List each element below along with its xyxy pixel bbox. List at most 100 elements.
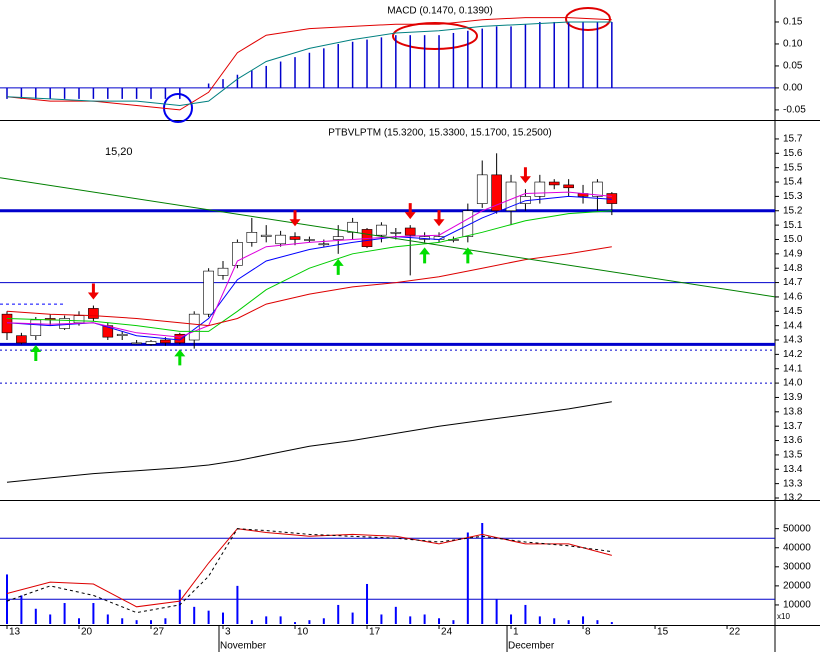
y-tick-label: 0.05 bbox=[783, 61, 803, 72]
multiplier-label: x10 bbox=[777, 612, 790, 621]
y-tick-label: 13.2 bbox=[783, 493, 803, 504]
candle-body bbox=[304, 239, 315, 241]
y-tick-label: 13.7 bbox=[783, 421, 803, 432]
y-tick-label: 14.1 bbox=[783, 363, 803, 374]
y-tick-label: 13.6 bbox=[783, 435, 803, 446]
sell-arrow bbox=[433, 210, 445, 227]
highlight-ellipse bbox=[392, 22, 478, 50]
candle-body bbox=[390, 231, 402, 234]
y-tick-label: 13.5 bbox=[783, 450, 803, 461]
indicator-line bbox=[6, 191, 612, 338]
y-tick-label: 40000 bbox=[783, 542, 811, 553]
sell-arrow bbox=[87, 283, 99, 300]
candle-body bbox=[16, 335, 27, 344]
x-tick-label: 10 bbox=[297, 627, 309, 638]
y-tick-label: 0.10 bbox=[783, 39, 803, 50]
buy-arrow bbox=[462, 247, 474, 264]
buy-arrow bbox=[332, 258, 344, 275]
buy-arrow bbox=[30, 345, 42, 362]
candle-body bbox=[592, 181, 603, 197]
x-tick-label: 15 bbox=[657, 627, 669, 638]
indicator-line bbox=[6, 528, 612, 608]
indicator-line bbox=[0, 177, 776, 298]
candle-body bbox=[30, 319, 42, 337]
indicator-line bbox=[6, 246, 612, 327]
x-tick-label: 3 bbox=[225, 627, 231, 638]
y-tick-label: 13.8 bbox=[783, 406, 803, 417]
y-tick-label: 13.9 bbox=[783, 392, 803, 403]
sell-arrow bbox=[289, 210, 301, 227]
candle-body bbox=[318, 243, 330, 246]
y-tick-label: 15.2 bbox=[783, 205, 803, 216]
buy-arrow bbox=[174, 349, 186, 366]
indicator-line bbox=[6, 401, 612, 483]
x-tick-label: 17 bbox=[369, 627, 381, 638]
sell-arrow bbox=[519, 167, 531, 184]
y-tick-label: 14.4 bbox=[783, 320, 803, 331]
candle-body bbox=[505, 181, 517, 212]
y-tick-label: 14.0 bbox=[783, 378, 803, 389]
candle-body bbox=[376, 224, 387, 236]
x-tick-label: 22 bbox=[729, 627, 741, 638]
month-label: November bbox=[220, 641, 267, 652]
candle-body bbox=[88, 308, 99, 319]
y-tick-label: 15.1 bbox=[783, 220, 803, 231]
candle-body bbox=[260, 234, 272, 237]
candle-body bbox=[203, 270, 214, 315]
y-tick-label: 15.3 bbox=[783, 191, 803, 202]
x-tick-label: 1 bbox=[513, 627, 519, 638]
y-tick-label: 15.5 bbox=[783, 162, 803, 173]
candle-body bbox=[289, 236, 301, 240]
indicator-line bbox=[6, 17, 612, 111]
price-annotation: 15,20 bbox=[105, 146, 133, 158]
y-tick-label: 14.2 bbox=[783, 349, 803, 360]
candle-body bbox=[332, 236, 344, 240]
candle-body bbox=[606, 193, 618, 204]
indicator-line bbox=[6, 210, 612, 332]
candle-body bbox=[347, 221, 358, 233]
candle-body bbox=[275, 234, 286, 245]
x-tick-label: 24 bbox=[441, 627, 453, 638]
panel-title: MACD (0.1470, 0.1390) bbox=[387, 6, 493, 17]
candle-body bbox=[174, 333, 186, 344]
candle-body bbox=[246, 231, 258, 243]
indicator-line bbox=[6, 195, 612, 341]
y-tick-label: -0.05 bbox=[783, 105, 806, 116]
candle-body bbox=[491, 174, 502, 212]
panel-title: PTBVLPTM (15.3200, 15.3300, 15.1700, 15.… bbox=[328, 128, 552, 139]
x-tick-label: 27 bbox=[153, 627, 165, 638]
candle-body bbox=[116, 333, 128, 337]
candle-body bbox=[131, 342, 142, 345]
y-tick-label: 30000 bbox=[783, 561, 811, 572]
y-tick-label: 15.0 bbox=[783, 234, 803, 245]
candle-body bbox=[548, 181, 560, 186]
x-tick-label: 8 bbox=[585, 627, 591, 638]
candle-body bbox=[404, 227, 416, 236]
x-tick-label: 13 bbox=[9, 627, 21, 638]
y-tick-label: 14.5 bbox=[783, 306, 803, 317]
y-tick-label: 13.4 bbox=[783, 464, 803, 475]
y-tick-label: 0.00 bbox=[783, 83, 803, 94]
y-tick-label: 10000 bbox=[783, 600, 811, 611]
highlight-ellipse bbox=[565, 7, 611, 31]
sell-arrow bbox=[404, 203, 416, 220]
candle-body bbox=[563, 184, 574, 189]
candle-body bbox=[145, 341, 157, 345]
candle-body bbox=[534, 181, 546, 197]
candle-body bbox=[476, 174, 488, 204]
candle-body bbox=[232, 242, 243, 266]
y-tick-label: 15.6 bbox=[783, 148, 803, 159]
y-tick-label: 14.9 bbox=[783, 248, 803, 259]
y-tick-label: 50000 bbox=[783, 523, 811, 534]
y-tick-label: 0.15 bbox=[783, 17, 803, 28]
candle-body bbox=[188, 313, 200, 341]
candle-body bbox=[73, 315, 85, 324]
candle-body bbox=[462, 210, 474, 237]
month-label: December bbox=[508, 641, 555, 652]
buy-arrow bbox=[419, 247, 431, 264]
x-tick-label: 20 bbox=[81, 627, 93, 638]
indicator-line bbox=[6, 21, 612, 107]
